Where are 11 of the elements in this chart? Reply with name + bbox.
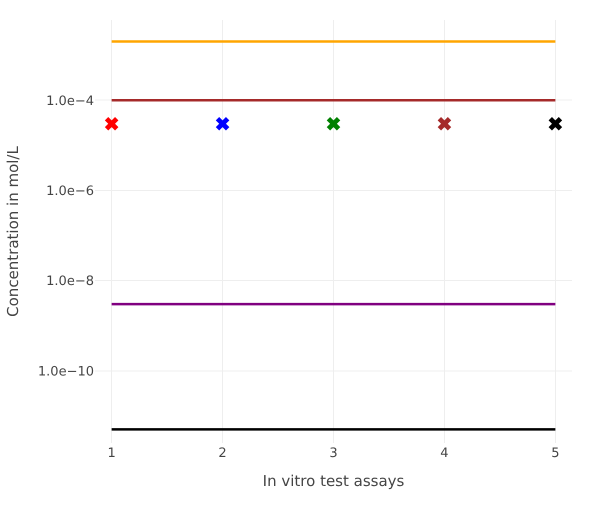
- x-tick-label: 4: [440, 446, 449, 461]
- x-tick-label: 1: [108, 446, 116, 461]
- x-tick-label: 2: [218, 446, 227, 461]
- y-tick-label: 1.0e−10: [38, 364, 94, 380]
- y-axis-title: Concentration in mol/L: [4, 146, 22, 317]
- x-tick-label: 5: [551, 446, 560, 461]
- x-axis-title: In vitro test assays: [262, 472, 405, 490]
- y-tick-label: 1.0e−8: [46, 274, 94, 290]
- y-tick-label: 1.0e−4: [46, 94, 94, 109]
- y-tick-label: 1.0e−6: [46, 184, 94, 199]
- x-tick-label: 3: [329, 446, 338, 461]
